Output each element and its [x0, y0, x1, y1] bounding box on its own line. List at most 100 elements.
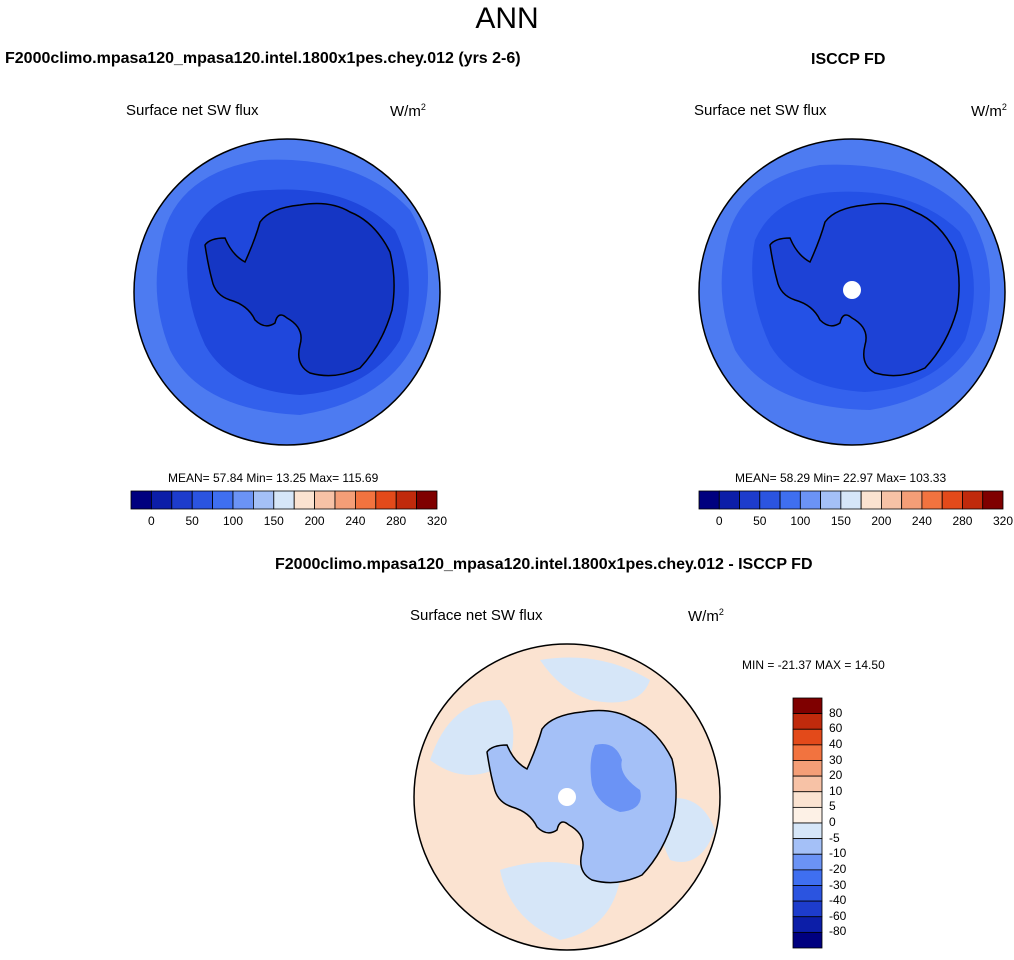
colorbar-swatch — [718, 490, 740, 510]
colorbar-tick-label: 280 — [952, 514, 973, 528]
colorbar-tick-label: -20 — [829, 861, 847, 876]
panel2-heading: ISCCP FD — [811, 51, 886, 68]
colorbar-tick-label: 60 — [829, 721, 843, 736]
colorbar-swatch — [792, 838, 823, 855]
colorbar-swatch — [739, 490, 761, 510]
panel3-units: W/m2 — [688, 607, 724, 625]
colorbar-diff — [792, 697, 823, 949]
panel1-units: W/m2 — [390, 102, 426, 120]
colorbar-swatch — [792, 806, 823, 824]
colorbar-swatch — [792, 853, 823, 871]
colorbar-tick-label: 80 — [829, 705, 843, 720]
colorbar-swatch — [130, 490, 152, 510]
panel1-heading: F2000climo.mpasa120_mpasa120.intel.1800x… — [5, 50, 521, 67]
colorbar-swatch — [840, 490, 862, 510]
colorbar-tick-label: 10 — [829, 783, 843, 798]
colorbar-tick-label: 50 — [185, 514, 199, 528]
panel2-variable: Surface net SW flux — [694, 102, 827, 119]
colorbar-tick-label: -10 — [829, 846, 847, 861]
colorbar-tick-label: 0 — [715, 514, 723, 528]
colorbar-swatch — [792, 697, 823, 715]
colorbar-swatch — [799, 490, 822, 510]
colorbar-swatch — [232, 490, 254, 510]
colorbar-swatch — [253, 490, 275, 510]
map-border — [698, 138, 1006, 446]
colorbar-tick-label: 280 — [386, 514, 407, 528]
panel2-stats: MEAN= 58.29 Min= 22.97 Max= 103.33 — [735, 471, 947, 485]
colorbar-swatch — [792, 869, 823, 886]
colorbar-swatch — [792, 744, 823, 761]
colorbar-swatch — [962, 490, 984, 510]
colorbar-tick-label: 320 — [992, 514, 1014, 528]
colorbar-swatch — [792, 713, 823, 730]
colorbar-tick-label: 150 — [263, 514, 284, 528]
colorbar-swatch — [792, 916, 823, 933]
colorbar-swatch — [212, 490, 234, 510]
panel3-stats: MIN = -21.37 MAX = 14.50 — [742, 658, 885, 672]
colorbar-tick-label: 5 — [829, 799, 836, 814]
colorbar-swatch — [792, 791, 823, 808]
colorbar-tick-label: 20 — [829, 768, 843, 783]
colorbar-tick-label: 0 — [148, 514, 155, 528]
colorbar-swatch — [792, 931, 823, 949]
zone-outer-patch-south — [500, 862, 620, 940]
colorbar-swatch — [779, 490, 801, 510]
colorbar-swatch — [759, 490, 781, 510]
colorbar-swatch — [792, 885, 823, 902]
colorbar-obs — [698, 490, 1004, 510]
colorbar-swatch — [314, 490, 336, 510]
colorbar-swatch — [901, 490, 923, 510]
panel2-units: W/m2 — [971, 102, 1007, 120]
colorbar-tick-label: -30 — [829, 877, 847, 892]
pole-hole — [843, 281, 861, 299]
figure-title: ANN — [475, 2, 539, 35]
colorbar-tick-label: 100 — [790, 514, 811, 528]
panel3-heading: F2000climo.mpasa120_mpasa120.intel.1800x… — [275, 556, 813, 573]
antarctica-land — [486, 709, 677, 884]
panel1-variable: Surface net SW flux — [126, 102, 259, 119]
colorbar-swatch — [375, 490, 397, 510]
colorbar-swatch — [416, 490, 438, 510]
panel3-variable: Surface net SW flux — [410, 607, 543, 624]
antarctica-land — [769, 202, 960, 377]
map-border — [413, 643, 721, 951]
colorbar-swatch — [171, 490, 193, 510]
colorbar-swatch — [273, 490, 295, 510]
colorbar-tick-label: 150 — [830, 514, 851, 528]
colorbar-tick-label: -40 — [829, 893, 847, 908]
colorbar-swatch — [354, 490, 377, 510]
colorbar-tick-label: -80 — [829, 924, 847, 939]
colorbar-swatch — [792, 728, 823, 746]
colorbar-tick-label: 200 — [304, 514, 325, 528]
colorbar-swatch — [921, 490, 943, 510]
map-border — [133, 138, 441, 446]
colorbar-model — [130, 490, 438, 510]
antarctica-land — [204, 202, 395, 377]
pole-hole — [558, 788, 576, 806]
colorbar-swatch — [982, 490, 1004, 510]
colorbar-swatch — [792, 760, 823, 777]
colorbar-swatch — [820, 490, 842, 510]
colorbar-swatch — [792, 775, 823, 793]
colorbar-tick-label: 200 — [871, 514, 892, 528]
colorbar-tick-label: 240 — [911, 514, 932, 528]
colorbar-swatch — [334, 490, 356, 510]
zone-east-antarctica-minimum — [590, 744, 641, 812]
colorbar-tick-label: 0 — [829, 815, 836, 829]
zone-outer-patch-north — [540, 657, 650, 703]
panel1-stats: MEAN= 57.84 Min= 13.25 Max= 115.69 — [168, 471, 379, 485]
colorbar-tick-label: 30 — [829, 752, 843, 767]
colorbar-tick-label: -5 — [829, 830, 840, 845]
colorbar-swatch — [191, 490, 214, 510]
colorbar-swatch — [792, 822, 823, 840]
colorbar-tick-label: 50 — [753, 514, 767, 528]
colorbar-tick-label: 240 — [345, 514, 366, 528]
colorbar-swatch — [293, 490, 315, 510]
colorbar-tick-label: 320 — [426, 514, 448, 528]
colorbar-tick-label: -60 — [829, 908, 847, 923]
colorbar-swatch — [941, 490, 963, 510]
colorbar-swatch — [698, 490, 720, 510]
colorbar-swatch — [860, 490, 882, 510]
